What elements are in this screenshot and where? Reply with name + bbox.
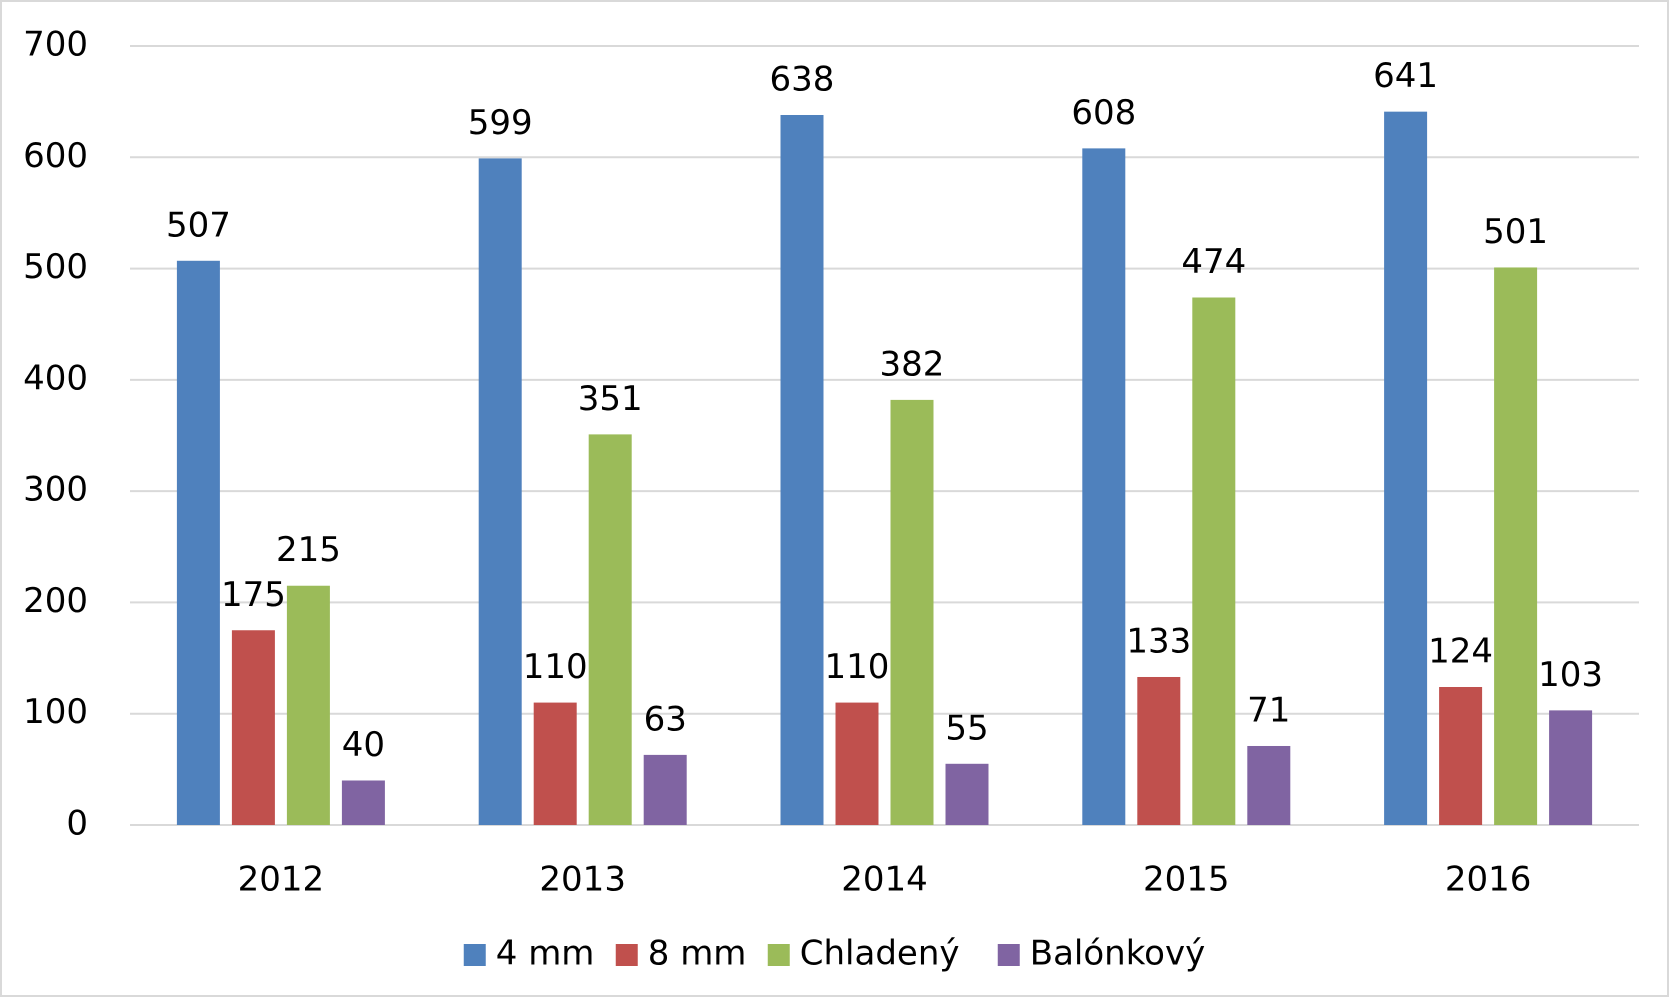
bar bbox=[1137, 676, 1181, 825]
data-label: 638 bbox=[770, 59, 835, 99]
data-label: 110 bbox=[825, 647, 890, 687]
bar bbox=[176, 260, 220, 825]
data-label: 215 bbox=[276, 530, 341, 570]
x-tick-label: 2015 bbox=[1143, 860, 1230, 900]
data-label: 40 bbox=[342, 725, 385, 765]
data-label: 641 bbox=[1373, 56, 1438, 96]
bar bbox=[945, 763, 989, 825]
y-tick-label: 200 bbox=[23, 581, 88, 621]
y-tick-label: 400 bbox=[23, 358, 88, 398]
data-label: 599 bbox=[468, 103, 533, 143]
bar bbox=[835, 702, 879, 825]
legend-swatch bbox=[463, 944, 486, 966]
bar bbox=[1439, 687, 1483, 825]
y-tick-label: 300 bbox=[23, 470, 88, 510]
bar bbox=[1192, 297, 1236, 825]
data-label: 608 bbox=[1071, 93, 1136, 133]
data-label: 382 bbox=[880, 344, 945, 384]
bar bbox=[1549, 710, 1593, 825]
legend-swatch bbox=[615, 944, 638, 966]
bar bbox=[890, 399, 934, 825]
legend-label: 8 mm bbox=[648, 934, 747, 974]
data-label: 175 bbox=[221, 575, 286, 615]
data-label: 63 bbox=[644, 699, 687, 739]
legend-label: 4 mm bbox=[496, 934, 595, 974]
bar bbox=[588, 434, 632, 825]
data-label: 110 bbox=[523, 647, 588, 687]
bar bbox=[478, 158, 522, 826]
data-label: 133 bbox=[1126, 621, 1191, 661]
y-tick-label: 600 bbox=[23, 136, 88, 176]
legend-swatch bbox=[767, 944, 790, 966]
data-label: 71 bbox=[1247, 690, 1290, 730]
bar bbox=[643, 754, 687, 825]
data-label: 55 bbox=[945, 708, 988, 748]
x-tick-label: 2016 bbox=[1445, 860, 1532, 900]
bar bbox=[231, 630, 275, 825]
bar bbox=[286, 585, 330, 825]
bar bbox=[1384, 111, 1428, 825]
data-label: 351 bbox=[578, 379, 643, 419]
x-tick-label: 2013 bbox=[539, 860, 626, 900]
bar bbox=[1494, 267, 1538, 825]
y-tick-label: 500 bbox=[23, 247, 88, 287]
data-label: 124 bbox=[1428, 632, 1493, 672]
y-tick-label: 700 bbox=[23, 25, 88, 65]
bar bbox=[533, 702, 577, 825]
y-tick-label: 100 bbox=[23, 692, 88, 732]
legend-label: Balónkový bbox=[1030, 934, 1205, 974]
y-tick-label: 0 bbox=[66, 804, 88, 844]
data-label: 103 bbox=[1538, 655, 1603, 695]
x-tick-label: 2014 bbox=[841, 860, 928, 900]
data-label: 474 bbox=[1181, 242, 1246, 282]
legend-label: Chladený bbox=[800, 934, 960, 974]
bar bbox=[780, 114, 824, 826]
bar bbox=[1247, 745, 1291, 825]
legend-swatch bbox=[997, 944, 1020, 966]
data-label: 507 bbox=[166, 205, 231, 245]
x-tick-label: 2012 bbox=[238, 860, 325, 900]
bar bbox=[341, 780, 385, 825]
data-label: 501 bbox=[1483, 212, 1548, 252]
bar bbox=[1082, 148, 1126, 825]
